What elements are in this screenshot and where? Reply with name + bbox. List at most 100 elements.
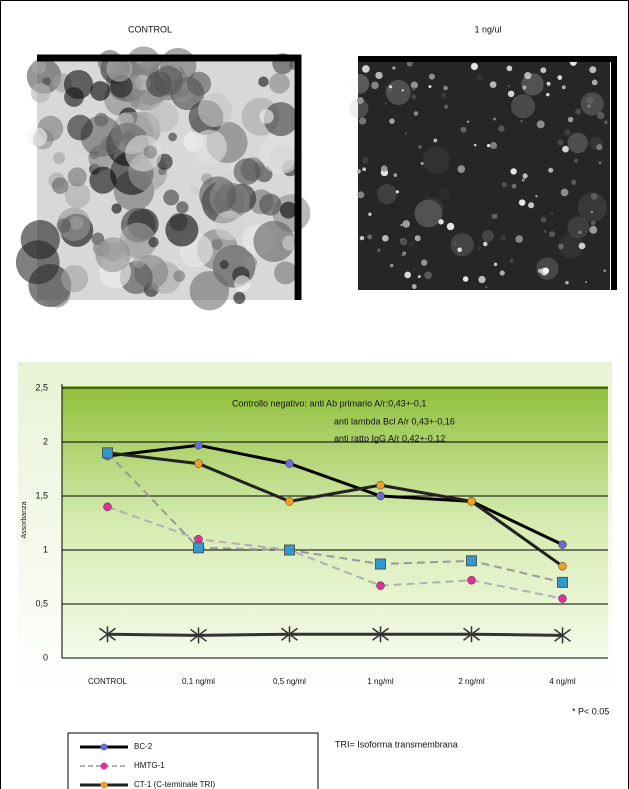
cell bbox=[280, 202, 297, 219]
legend-marker bbox=[101, 782, 108, 789]
cell bbox=[546, 93, 549, 96]
cell bbox=[591, 211, 593, 213]
x-tick-label: CONTROL bbox=[88, 677, 128, 686]
cell bbox=[535, 195, 537, 197]
y-tick-label: 1 bbox=[43, 544, 48, 554]
cell bbox=[422, 197, 444, 219]
cell bbox=[269, 73, 290, 94]
cell bbox=[507, 66, 513, 72]
cell bbox=[400, 239, 402, 241]
cell bbox=[173, 270, 185, 282]
legend-marker bbox=[101, 763, 108, 770]
cell bbox=[508, 85, 510, 87]
cell bbox=[192, 130, 227, 165]
cell bbox=[443, 86, 448, 91]
cell bbox=[153, 66, 183, 96]
cell bbox=[394, 173, 398, 177]
cell bbox=[404, 272, 411, 279]
marker bbox=[195, 535, 203, 543]
cell bbox=[558, 244, 563, 249]
x-tick-label: 1 ng/ml bbox=[367, 677, 393, 686]
cell bbox=[578, 230, 582, 234]
cell bbox=[478, 276, 485, 283]
cell bbox=[68, 167, 87, 186]
plot-area bbox=[62, 386, 608, 658]
cell bbox=[522, 178, 525, 181]
cell bbox=[453, 241, 457, 245]
cell bbox=[389, 118, 394, 123]
cell bbox=[523, 173, 528, 178]
cell bbox=[511, 94, 535, 118]
cell bbox=[375, 72, 382, 79]
cell bbox=[515, 235, 523, 243]
y-tick-label: 1,5 bbox=[35, 490, 48, 500]
marker bbox=[559, 595, 567, 603]
cell bbox=[362, 157, 369, 164]
cell bbox=[144, 145, 157, 158]
x-tick-label: 0,5 ng/ml bbox=[273, 677, 306, 686]
cell bbox=[418, 145, 422, 149]
cell bbox=[359, 118, 366, 125]
cell bbox=[414, 111, 419, 116]
cell bbox=[474, 144, 477, 147]
annotation: Controllo negativo: anti Ab primario A/r… bbox=[232, 398, 426, 408]
x-tick-label: 0,1 ng/ml bbox=[182, 677, 215, 686]
cell bbox=[537, 120, 545, 128]
cell bbox=[412, 284, 417, 289]
y-tick-label: 0 bbox=[43, 652, 48, 662]
footnote: TRI= Isoforma transmembrana bbox=[335, 739, 458, 749]
cell bbox=[357, 97, 364, 104]
cell bbox=[482, 230, 494, 242]
cell bbox=[57, 218, 71, 232]
cell bbox=[502, 182, 507, 187]
cell bbox=[447, 223, 454, 230]
cell bbox=[603, 269, 606, 272]
cell bbox=[111, 203, 121, 213]
cell bbox=[561, 189, 569, 197]
panel-title: CONTROL bbox=[128, 24, 172, 34]
cell bbox=[558, 140, 564, 146]
cell bbox=[428, 85, 431, 88]
cell bbox=[421, 260, 427, 266]
cell bbox=[522, 86, 526, 90]
cell bbox=[95, 237, 130, 272]
cell bbox=[382, 235, 389, 242]
cell bbox=[234, 158, 261, 185]
cell bbox=[575, 108, 581, 114]
cell bbox=[368, 213, 371, 216]
cell bbox=[604, 121, 608, 125]
cell bbox=[61, 265, 88, 292]
cell bbox=[547, 85, 549, 87]
cell bbox=[490, 142, 497, 149]
cell bbox=[587, 104, 591, 108]
cell bbox=[176, 201, 188, 213]
cell bbox=[548, 168, 553, 173]
cell bbox=[362, 167, 366, 171]
cell bbox=[477, 74, 482, 79]
x-tick-label: 4 ng/ml bbox=[549, 677, 575, 686]
cell bbox=[199, 176, 236, 213]
cell bbox=[589, 66, 596, 73]
cell bbox=[386, 80, 411, 105]
cell bbox=[148, 101, 179, 132]
cell bbox=[592, 80, 598, 86]
cell bbox=[198, 93, 232, 127]
cell bbox=[528, 202, 534, 208]
cell bbox=[509, 259, 514, 264]
cell bbox=[524, 72, 531, 79]
cell bbox=[485, 286, 487, 288]
marker bbox=[194, 543, 204, 553]
cell bbox=[371, 82, 379, 90]
marker bbox=[377, 492, 385, 500]
marker bbox=[285, 545, 295, 555]
marker bbox=[286, 497, 294, 505]
cell bbox=[402, 89, 404, 91]
cell bbox=[568, 117, 574, 123]
cell bbox=[418, 275, 421, 278]
marker bbox=[103, 448, 113, 458]
cell bbox=[457, 165, 465, 173]
marker bbox=[468, 497, 476, 505]
annotation: anti lambda Bcl A/r 0,43+-0,16 bbox=[334, 416, 455, 426]
cell bbox=[451, 233, 474, 256]
cell bbox=[53, 152, 65, 164]
